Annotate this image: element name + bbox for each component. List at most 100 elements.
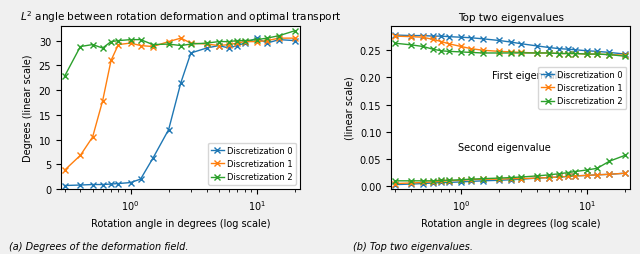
Line: Discretization 2: Discretization 2	[62, 29, 298, 80]
Discretization 1	[61, 169, 68, 172]
Discretization 1	[467, 48, 475, 51]
Discretization 2	[517, 52, 525, 55]
Discretization 2	[508, 52, 515, 55]
Discretization 0	[263, 42, 271, 45]
Discretization 0	[419, 35, 427, 38]
Discretization 0	[99, 183, 106, 186]
Discretization 1	[203, 43, 211, 46]
Discretization 0	[137, 178, 145, 181]
Discretization 1	[564, 53, 572, 56]
Text: Second eigenvalue: Second eigenvalue	[458, 142, 551, 152]
Discretization 1	[457, 46, 465, 49]
Discretization 0	[127, 181, 134, 184]
Discretization 2	[137, 39, 145, 42]
Discretization 1	[583, 53, 591, 56]
Discretization 1	[438, 41, 445, 44]
Legend: Discretization 0, Discretization 1, Discretization 2: Discretization 0, Discretization 1, Disc…	[208, 143, 296, 185]
Discretization 1	[164, 41, 172, 44]
Discretization 1	[429, 39, 436, 42]
Line: Discretization 0: Discretization 0	[392, 33, 628, 58]
Discretization 0	[438, 36, 445, 39]
Discretization 0	[391, 34, 399, 37]
Discretization 1	[99, 100, 106, 103]
Discretization 0	[517, 43, 525, 46]
Discretization 1	[225, 44, 233, 47]
Discretization 1	[234, 42, 241, 45]
Discretization 2	[115, 40, 122, 43]
Discretization 2	[445, 51, 452, 54]
Discretization 2	[275, 35, 283, 38]
Discretization 2	[467, 52, 475, 55]
Discretization 1	[137, 45, 145, 48]
Discretization 1	[89, 136, 97, 139]
Discretization 1	[108, 60, 115, 63]
Discretization 2	[533, 52, 541, 55]
Discretization 2	[99, 47, 106, 50]
Discretization 2	[419, 46, 427, 49]
Discretization 0	[429, 36, 436, 39]
Discretization 0	[253, 37, 260, 40]
Discretization 2	[108, 41, 115, 44]
Line: Discretization 1: Discretization 1	[62, 36, 298, 173]
Discretization 0	[564, 49, 572, 52]
Text: First eigenvalue: First eigenvalue	[492, 71, 569, 81]
Discretization 0	[115, 182, 122, 185]
Discretization 0	[479, 38, 487, 41]
Discretization 0	[621, 53, 629, 56]
Discretization 0	[605, 52, 613, 55]
Discretization 2	[571, 53, 579, 56]
Line: Discretization 2: Discretization 2	[392, 41, 628, 60]
Discretization 1	[275, 37, 283, 40]
Discretization 0	[593, 51, 601, 54]
Discretization 1	[77, 154, 84, 157]
Discretization 2	[89, 44, 97, 47]
Discretization 1	[263, 40, 271, 43]
Discretization 2	[177, 45, 185, 48]
Discretization 0	[508, 41, 515, 44]
Discretization 1	[605, 54, 613, 57]
Discretization 1	[215, 45, 223, 48]
Discretization 1	[391, 36, 399, 39]
Discretization 0	[457, 37, 465, 40]
Discretization 2	[391, 42, 399, 45]
Discretization 2	[61, 75, 68, 78]
Discretization 2	[479, 52, 487, 55]
Discretization 0	[215, 45, 223, 48]
Discretization 0	[407, 35, 415, 38]
Discretization 2	[605, 54, 613, 57]
Discretization 1	[419, 37, 427, 40]
Discretization 2	[457, 51, 465, 54]
Discretization 0	[164, 129, 172, 132]
Discretization 0	[225, 47, 233, 50]
Discretization 2	[291, 30, 299, 33]
Discretization 2	[495, 52, 503, 55]
Discretization 1	[253, 41, 260, 44]
Discretization 0	[275, 39, 283, 42]
Discretization 0	[556, 48, 563, 51]
Discretization 1	[115, 44, 122, 47]
Discretization 0	[291, 40, 299, 43]
Discretization 1	[445, 43, 452, 46]
Discretization 2	[241, 40, 248, 43]
Discretization 0	[241, 42, 248, 45]
Discretization 1	[149, 46, 157, 49]
Discretization 0	[234, 45, 241, 48]
Discretization 2	[127, 39, 134, 42]
Discretization 0	[149, 157, 157, 160]
Title: Top two eigenvalues: Top two eigenvalues	[458, 13, 564, 23]
Discretization 2	[253, 39, 260, 42]
Discretization 0	[495, 40, 503, 43]
Discretization 2	[556, 53, 563, 56]
Y-axis label: Degrees (linear scale): Degrees (linear scale)	[23, 54, 33, 162]
Line: Discretization 1: Discretization 1	[392, 34, 628, 59]
Discretization 0	[533, 45, 541, 48]
Discretization 2	[583, 53, 591, 56]
Discretization 1	[291, 37, 299, 40]
Discretization 1	[479, 50, 487, 53]
Discretization 1	[127, 42, 134, 45]
Discretization 0	[61, 184, 68, 187]
Discretization 1	[517, 52, 525, 55]
Discretization 0	[203, 47, 211, 50]
Discretization 0	[187, 52, 195, 55]
Discretization 0	[571, 49, 579, 52]
